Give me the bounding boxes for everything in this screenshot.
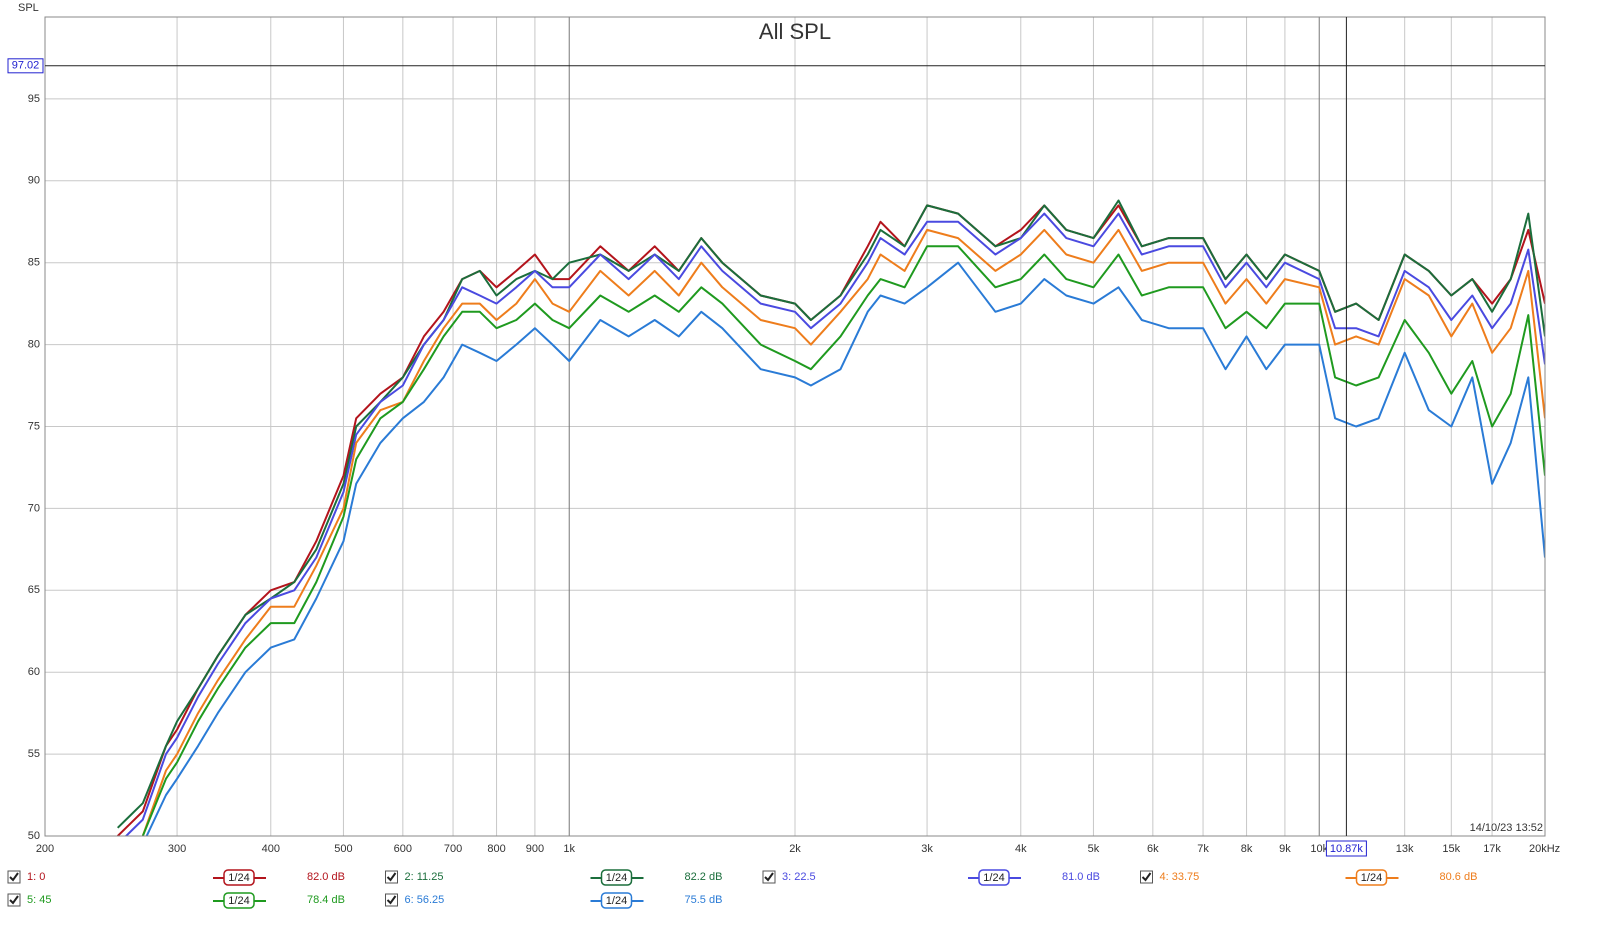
y-tick-label: 75 [28, 420, 40, 432]
legend-value: 80.6 dB [1440, 871, 1478, 883]
overlay: 97.02 10.87k 1: 0 1/24 82.0 dB 2: 11.25 1/24 82… [7, 17, 1545, 909]
x-tick-label: 3k [921, 843, 933, 855]
x-tick-label: 2k [789, 843, 801, 855]
legend-value: 82.0 dB [307, 871, 345, 883]
y-tick-label: 55 [28, 748, 40, 760]
legend-smoothing-box[interactable] [223, 892, 255, 909]
x-tick-label: 800 [487, 843, 505, 855]
y-tick-label: 80 [28, 339, 40, 351]
cursor-y-box [7, 58, 44, 74]
legend-smoothing-box[interactable] [223, 869, 255, 886]
x-tick-label: 1k [563, 843, 575, 855]
timestamp: 14/10/23 13:52 [1470, 822, 1543, 834]
x-tick-label: 17k [1483, 843, 1501, 855]
legend-name: 1: 0 [27, 871, 45, 883]
x-tick-label: 200 [36, 843, 54, 855]
cursor-y-label: 97.02 [12, 60, 40, 72]
x-tick-label: 13k [1396, 843, 1414, 855]
x-tick-label: 10k [1310, 843, 1328, 855]
legend-value: 81.0 dB [1062, 871, 1100, 883]
y-axis-label: SPL [18, 2, 39, 14]
x-tick-label: 6k [1147, 843, 1159, 855]
trace-line [117, 199, 1545, 829]
legend-smoothing-box[interactable] [600, 892, 633, 909]
x-tick-label: 15k [1442, 843, 1460, 855]
y-tick-label: 85 [28, 257, 40, 269]
legend-smoothing: 1/24 [983, 872, 1004, 884]
legend-value: 75.5 dB [685, 894, 723, 906]
legend-smoothing: 1/24 [606, 872, 627, 884]
legend-checkmark[interactable] [764, 872, 774, 882]
y-tick-label: 65 [28, 584, 40, 596]
x-tick-label: 700 [444, 843, 462, 855]
legend-checkmark[interactable] [9, 895, 19, 905]
legend-smoothing: 1/24 [606, 895, 627, 907]
legend-value: 78.4 dB [307, 894, 345, 906]
legend-name: 2: 11.25 [405, 871, 444, 883]
legend-smoothing-box[interactable] [978, 869, 1010, 886]
legend-smoothing: 1/24 [228, 895, 249, 907]
legend-smoothing-box[interactable] [600, 869, 633, 886]
x-tick-label: 4k [1015, 843, 1027, 855]
trace-line [145, 261, 1545, 836]
x-tick-label: 900 [526, 843, 544, 855]
traces [117, 199, 1545, 836]
x-tick-label: 600 [394, 843, 412, 855]
legend-name: 3: 22.5 [782, 871, 816, 883]
trace-line [124, 212, 1545, 836]
legend-checkmark[interactable] [386, 872, 397, 882]
cursor-x-box [1325, 840, 1367, 857]
legend-checkmark[interactable] [9, 872, 19, 882]
y-tick-label: 50 [28, 830, 40, 842]
y-tick-label: 60 [28, 666, 40, 678]
x-tick-label: 300 [168, 843, 186, 855]
x-tick-label: 5k [1088, 843, 1100, 855]
legend-name: 5: 45 [27, 894, 51, 906]
x-tick-label: 9k [1279, 843, 1291, 855]
legend-checkmark[interactable] [1141, 872, 1152, 882]
x-tick-label: 400 [262, 843, 280, 855]
y-tick-label: 95 [28, 93, 40, 105]
x-tick-label: 500 [334, 843, 352, 855]
legend-name: 6: 56.25 [405, 894, 445, 906]
x-tick-label: 20kHz [1529, 843, 1560, 855]
legend-smoothing-box[interactable] [1355, 869, 1388, 886]
cursor-x-label: 10.87k [1330, 843, 1364, 855]
y-tick-label: 90 [28, 175, 40, 187]
x-tick-label: 8k [1241, 843, 1253, 855]
legend-smoothing: 1/24 [228, 872, 249, 884]
x-tick-label: 7k [1197, 843, 1209, 855]
trace-line [140, 228, 1545, 836]
legend-value: 82.2 dB [685, 871, 723, 883]
plot-frame [44, 16, 1546, 837]
trace-line [140, 245, 1545, 836]
legend-name: 4: 33.75 [1160, 871, 1200, 883]
legend-smoothing: 1/24 [1361, 872, 1382, 884]
y-tick-label: 70 [28, 502, 40, 514]
chart-title: All SPL [759, 19, 831, 44]
legend-checkmark[interactable] [386, 895, 397, 905]
